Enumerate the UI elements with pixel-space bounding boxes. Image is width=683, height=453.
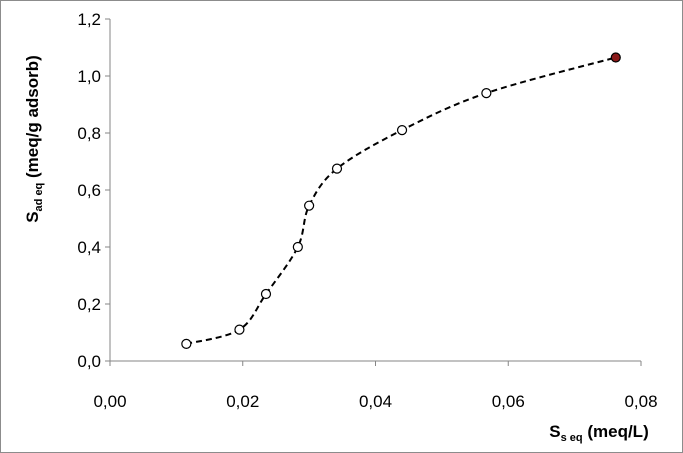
x-axis-title: Ss eq (meq/L) (549, 422, 648, 444)
data-point (331, 163, 343, 174)
x-tick-label: 0,08 (624, 392, 657, 411)
data-point (234, 324, 245, 335)
y-tick-label: 1,0 (77, 67, 101, 86)
data-point (181, 338, 192, 349)
y-axis-ticks: 0,0 0,2 0,4 0,6 0,8 1,0 1,2 (77, 10, 110, 371)
data-point (304, 200, 315, 211)
y-tick-label: 0,4 (77, 238, 101, 257)
x-tick-label: 0,04 (359, 392, 392, 411)
x-tick-label: 0,02 (226, 392, 259, 411)
x-axis-ticks: 0,00 0,02 0,04 0,06 0,08 (93, 361, 658, 411)
data-point (481, 87, 492, 99)
data-point (292, 241, 303, 253)
y-axis-title: Sad eq (meq/g adsorb) (23, 55, 45, 223)
data-point (396, 125, 408, 136)
x-tick-label: 0,06 (492, 392, 525, 411)
data-point-filled (610, 52, 621, 63)
x-tick-label: 0,00 (93, 392, 126, 411)
y-tick-label: 0,0 (77, 352, 101, 371)
dashed-trend-line (186, 56, 617, 345)
y-tick-label: 0,2 (77, 295, 101, 314)
y-tick-label: 0,8 (77, 124, 101, 143)
data-point (260, 288, 272, 300)
data-points (181, 52, 621, 349)
y-tick-label: 0,6 (77, 181, 101, 200)
y-tick-label: 1,2 (77, 10, 101, 29)
